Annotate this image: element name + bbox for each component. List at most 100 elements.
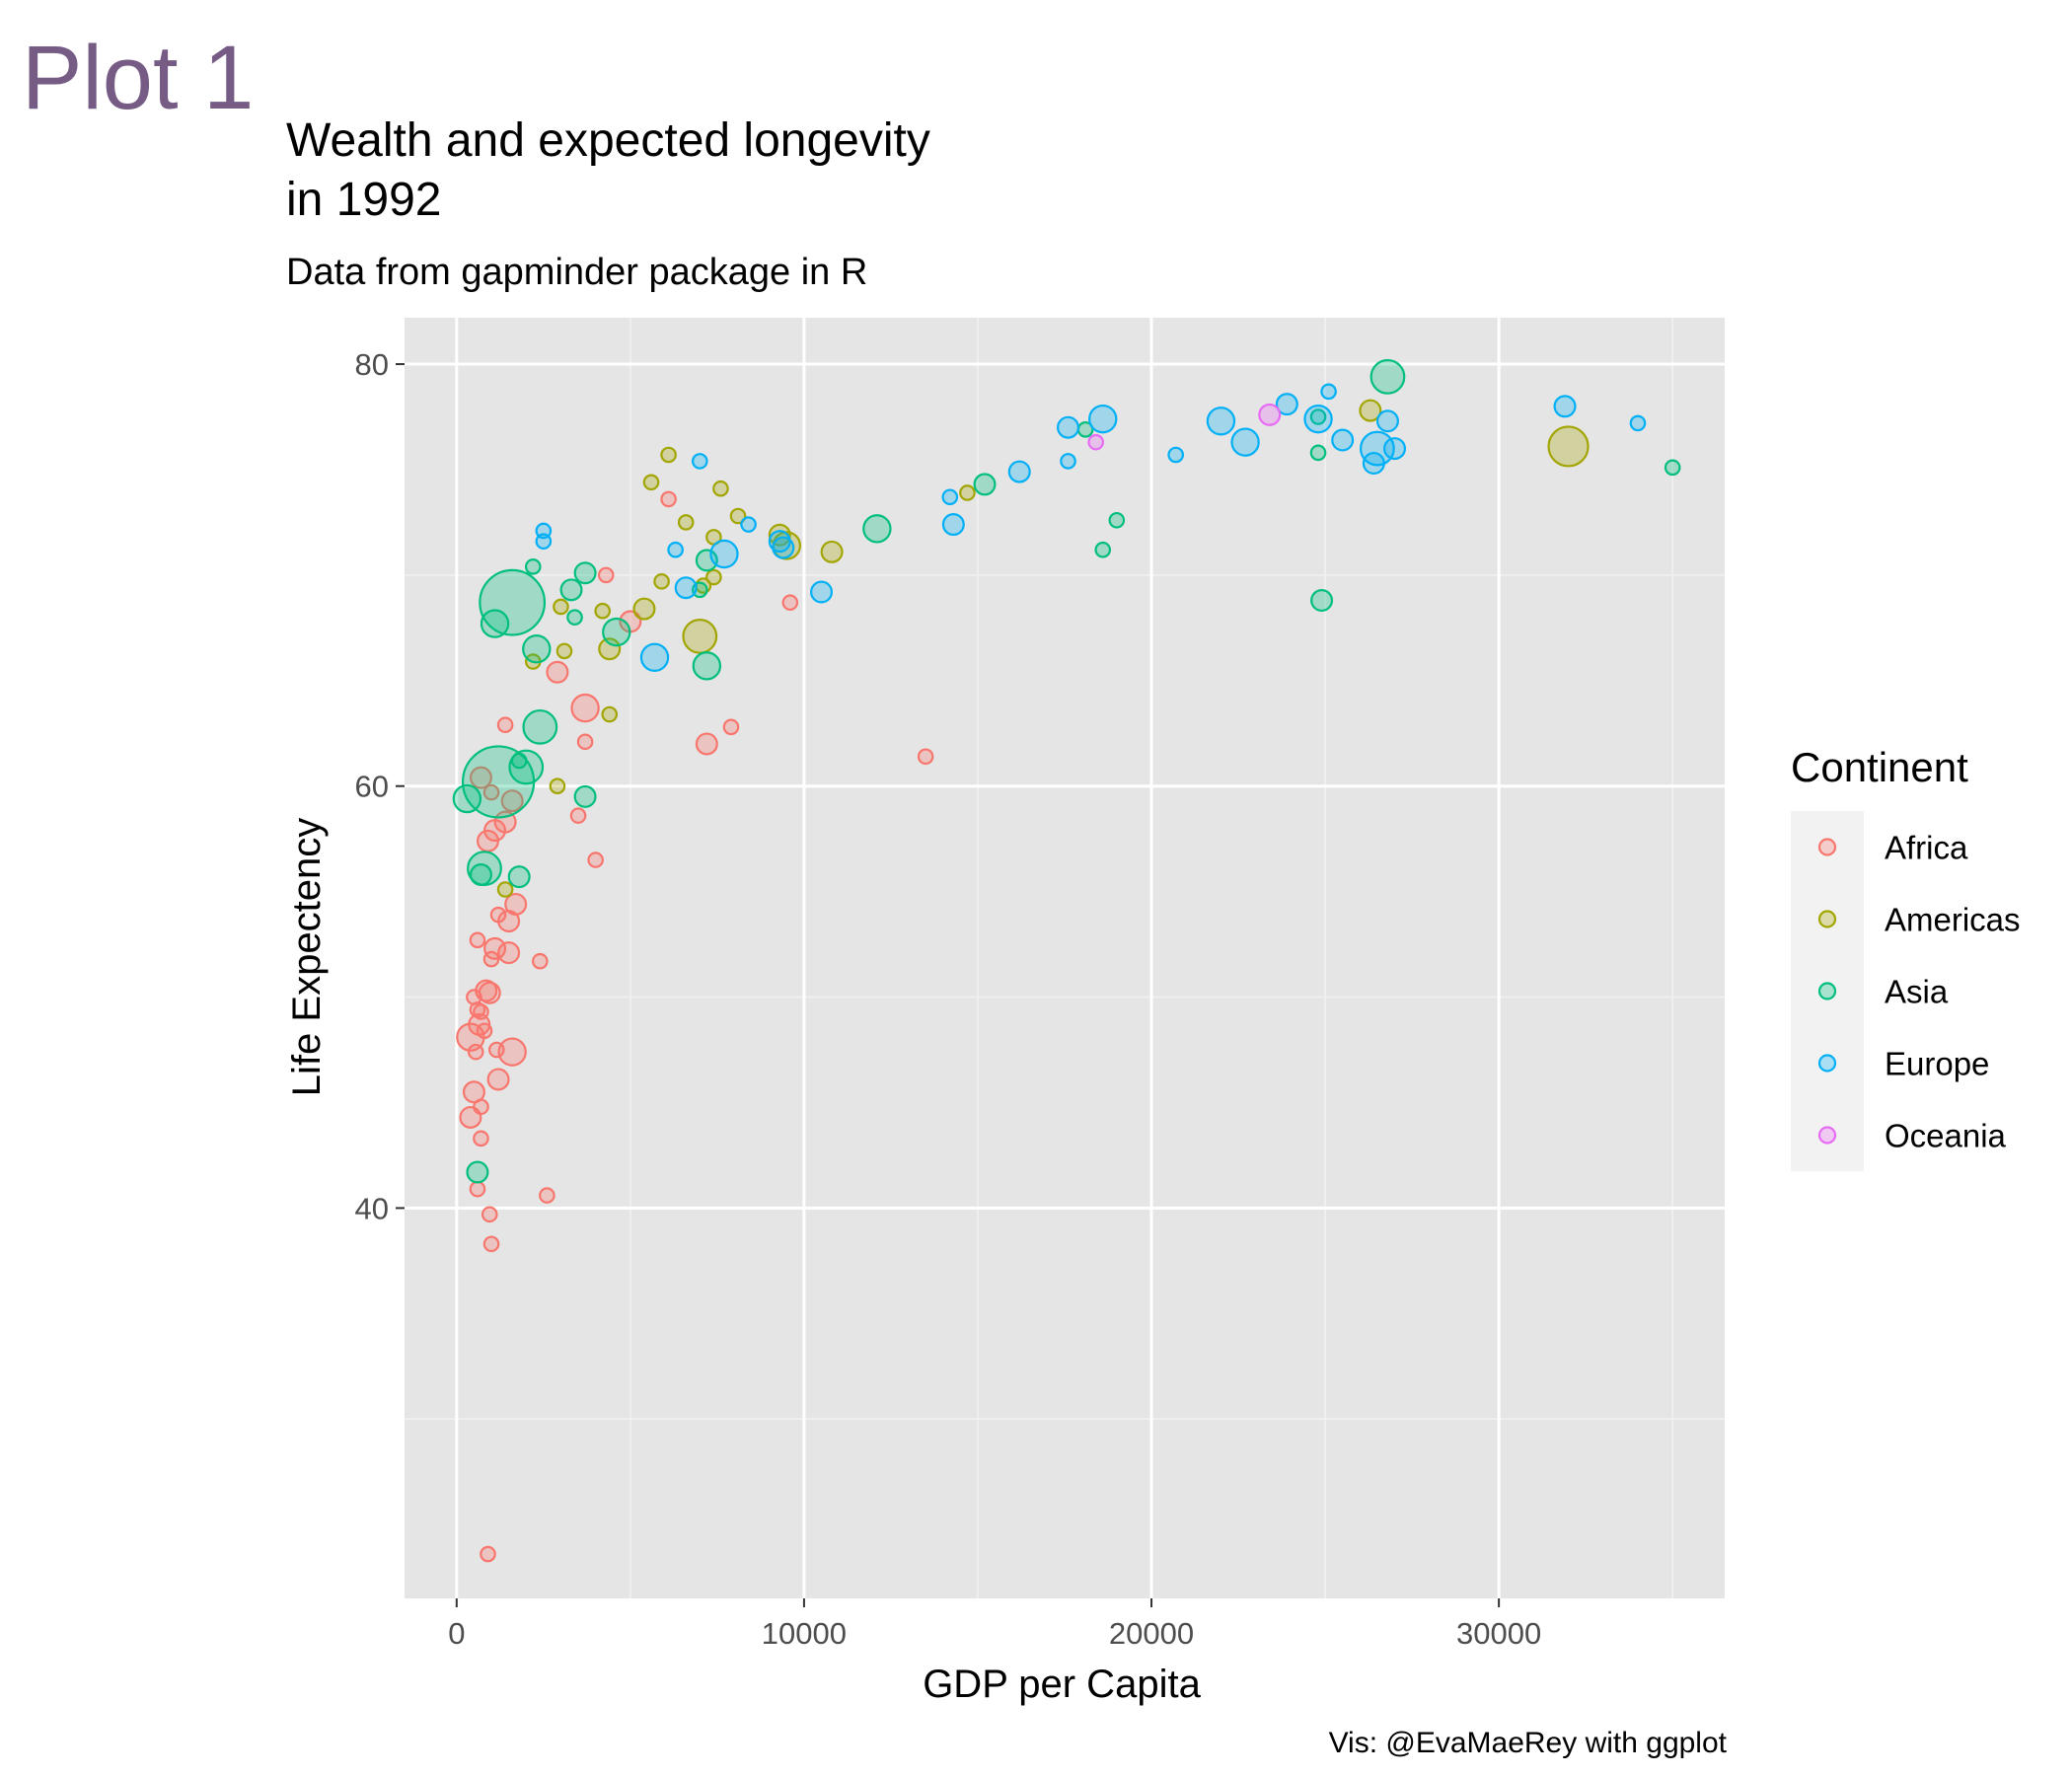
point-asia xyxy=(522,634,552,664)
x-tick-label: 20000 xyxy=(1109,1616,1194,1651)
point-africa xyxy=(722,718,740,736)
point-europe xyxy=(1303,404,1333,434)
point-europe xyxy=(1206,407,1236,436)
point-asia xyxy=(692,651,722,681)
point-africa xyxy=(480,1545,496,1563)
point-europe xyxy=(1167,446,1184,464)
point-africa xyxy=(500,789,524,813)
point-africa xyxy=(496,716,514,734)
point-africa xyxy=(660,490,677,508)
point-asia xyxy=(1309,444,1327,462)
point-europe xyxy=(1057,415,1080,439)
point-africa xyxy=(473,1003,489,1020)
panel-background xyxy=(405,318,1725,1598)
point-africa xyxy=(497,1037,527,1067)
point-americas xyxy=(549,777,566,795)
point-africa xyxy=(483,936,507,960)
point-europe xyxy=(1359,430,1395,467)
point-asia xyxy=(479,568,547,636)
point-asia xyxy=(559,578,583,602)
point-europe xyxy=(709,539,739,569)
point-asia xyxy=(1310,589,1334,613)
point-europe xyxy=(740,516,757,533)
point-europe xyxy=(639,642,670,672)
legend-key-background xyxy=(1791,811,1864,1171)
point-africa xyxy=(539,1187,555,1204)
point-africa xyxy=(497,941,521,965)
point-africa xyxy=(569,807,587,824)
point-africa xyxy=(570,693,600,723)
point-americas xyxy=(729,507,747,525)
chart-title: Wealth and expected longevity in 1992 xyxy=(286,114,943,226)
point-africa xyxy=(469,1180,486,1198)
point-americas xyxy=(705,568,722,586)
point-americas xyxy=(553,598,569,616)
point-americas xyxy=(496,881,514,898)
point-africa xyxy=(546,660,569,684)
point-asia xyxy=(466,1160,489,1184)
chart-subtitle: Data from gapminder package in R xyxy=(286,252,867,293)
y-axis-label: Life Expectency xyxy=(285,818,329,1096)
point-americas xyxy=(677,514,695,531)
point-americas xyxy=(598,637,622,661)
point-europe xyxy=(691,453,708,470)
point-asia xyxy=(524,558,542,575)
point-asia xyxy=(452,783,482,814)
point-asia xyxy=(507,865,531,889)
point-asia xyxy=(862,514,892,544)
point-americas xyxy=(660,446,677,464)
point-asia xyxy=(695,549,718,572)
point-europe xyxy=(1375,409,1399,433)
point-africa xyxy=(597,566,615,584)
point-africa xyxy=(532,952,549,970)
point-africa xyxy=(781,594,799,611)
point-europe xyxy=(1275,393,1298,416)
point-africa xyxy=(473,1130,489,1147)
point-asia xyxy=(510,752,528,770)
point-europe xyxy=(1230,427,1260,457)
point-africa xyxy=(482,783,500,801)
point-americas xyxy=(653,572,670,590)
point-asia xyxy=(1369,358,1406,395)
point-africa xyxy=(482,1235,500,1253)
point-oceania xyxy=(1087,433,1104,451)
point-europe xyxy=(1088,404,1118,434)
point-asia xyxy=(1094,541,1112,558)
point-americas xyxy=(601,705,619,723)
point-africa xyxy=(917,748,934,766)
point-africa xyxy=(481,1206,498,1223)
point-europe xyxy=(941,488,959,506)
point-europe xyxy=(1320,383,1337,401)
point-europe xyxy=(1629,414,1647,432)
chart-title-line-1: Wealth and expected longevity xyxy=(286,114,930,167)
chart-caption: Vis: @EvaMaeRey with ggplot xyxy=(1329,1727,1728,1759)
legend-label-europe: Europe xyxy=(1885,1046,1989,1082)
point-asia xyxy=(1664,459,1681,477)
legend-key-africa xyxy=(1817,838,1837,856)
page-label: Plot 1 xyxy=(22,28,254,128)
point-africa xyxy=(462,1080,485,1104)
point-americas xyxy=(820,540,844,563)
point-africa xyxy=(486,1068,510,1091)
point-europe xyxy=(667,541,684,558)
chart-title-line-2: in 1992 xyxy=(286,174,441,226)
legend: Continent Africa Americas Asia Europe Oceani… xyxy=(1791,744,2021,1171)
point-americas xyxy=(632,597,656,621)
point-africa xyxy=(469,766,492,789)
point-asia xyxy=(480,609,510,638)
legend-key-asia xyxy=(1817,982,1837,1000)
point-asia xyxy=(469,863,492,887)
point-africa xyxy=(695,732,718,756)
point-europe xyxy=(1331,428,1355,452)
point-europe xyxy=(535,533,553,550)
point-asia xyxy=(566,609,583,626)
point-europe xyxy=(1007,460,1031,483)
point-europe xyxy=(1553,395,1577,418)
plot-panel xyxy=(405,318,1725,1598)
point-americas xyxy=(1547,425,1590,468)
point-asia xyxy=(602,617,631,647)
point-americas xyxy=(712,480,729,497)
point-africa xyxy=(473,1098,489,1116)
y-tick-label: 40 xyxy=(355,1191,389,1225)
point-americas xyxy=(682,618,718,654)
